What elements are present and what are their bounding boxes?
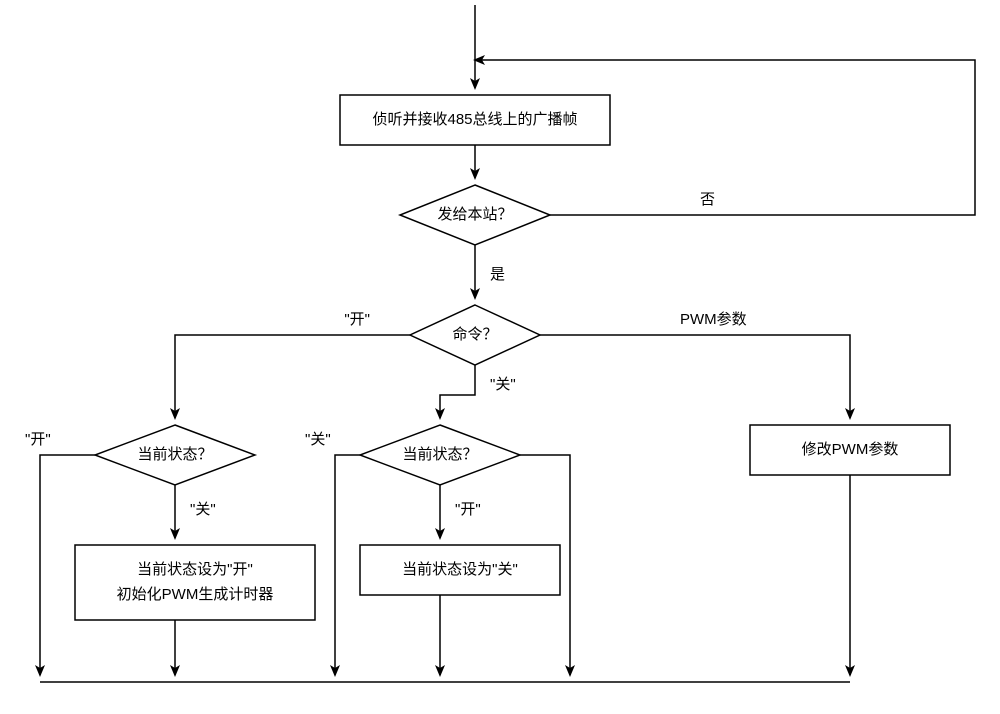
node-set-on-init-label-2: 初始化PWM生成计时器 — [117, 586, 274, 603]
node-for-this-station-label: 发给本站？ — [437, 206, 512, 223]
node-current-state-left-label: 当前状态？ — [137, 446, 212, 463]
edge-d2-pwm — [540, 335, 850, 418]
node-set-on-init — [75, 545, 315, 620]
label-d4-open: "开" — [455, 501, 481, 518]
nodes-layer: 侦听并接收485总线上的广播帧 发给本站？ 命令？ 当前状态？ 当前状态？ 修改… — [75, 95, 950, 620]
label-d3-close: "关" — [190, 501, 216, 518]
node-modify-pwm-label: 修改PWM参数 — [802, 441, 899, 458]
label-d2-open: "开" — [344, 311, 370, 328]
edge-d2-open — [175, 335, 410, 418]
label-d3-open: "开" — [25, 431, 51, 448]
label-d4-close: "关" — [305, 431, 331, 448]
label-d2-close: "关" — [490, 376, 516, 393]
node-set-on-init-label-1: 当前状态设为"开" — [137, 561, 253, 578]
node-set-off-label: 当前状态设为"关" — [402, 561, 518, 578]
label-d2-pwm: PWM参数 — [680, 311, 747, 328]
edge-d4-close — [335, 455, 360, 675]
node-current-state-right-label: 当前状态？ — [402, 446, 477, 463]
node-listen-receive-label: 侦听并接收485总线上的广播帧 — [372, 111, 577, 128]
label-d1-yes: 是 — [490, 266, 505, 283]
edge-d2-close — [440, 365, 475, 418]
label-d1-no: 否 — [700, 191, 715, 208]
flowchart-canvas: 否 是 "开" "关" PWM参数 "开" "关" "关" "开" — [0, 0, 1000, 714]
node-command-label: 命令？ — [452, 325, 497, 343]
